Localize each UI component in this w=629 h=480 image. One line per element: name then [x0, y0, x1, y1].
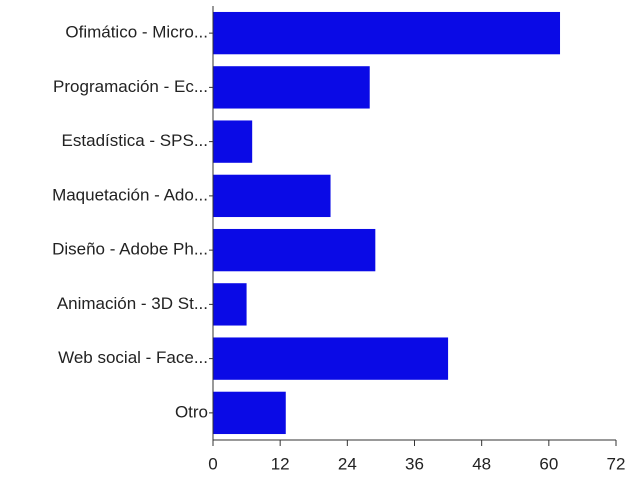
x-tick-label: 72: [607, 454, 626, 473]
x-tick-label: 24: [338, 454, 357, 473]
y-tick-label: Ofimático - Micro...: [65, 23, 208, 42]
y-tick-label: Otro: [175, 402, 208, 421]
bar: [213, 337, 449, 380]
bar: [213, 283, 247, 326]
y-tick-label: Maquetación - Ado...: [52, 185, 208, 204]
y-tick-label: Animación - 3D St...: [57, 294, 208, 313]
bar: [213, 66, 370, 109]
bar: [213, 11, 561, 55]
x-tick-label: 48: [472, 454, 491, 473]
y-tick-label: Programación - Ec...: [53, 77, 208, 96]
x-tick-label: 0: [208, 454, 217, 473]
x-tick-label: 60: [539, 454, 558, 473]
x-tick-label: 36: [405, 454, 424, 473]
bar: [213, 174, 331, 218]
bar: [213, 228, 376, 272]
y-tick-label: Web social - Face...: [58, 348, 208, 367]
y-tick-label: Estadística - SPS...: [62, 131, 208, 150]
bar: [213, 391, 286, 435]
y-tick-label: Diseño - Adobe Ph...: [52, 240, 208, 259]
bar: [213, 120, 253, 163]
x-tick-label: 12: [271, 454, 290, 473]
